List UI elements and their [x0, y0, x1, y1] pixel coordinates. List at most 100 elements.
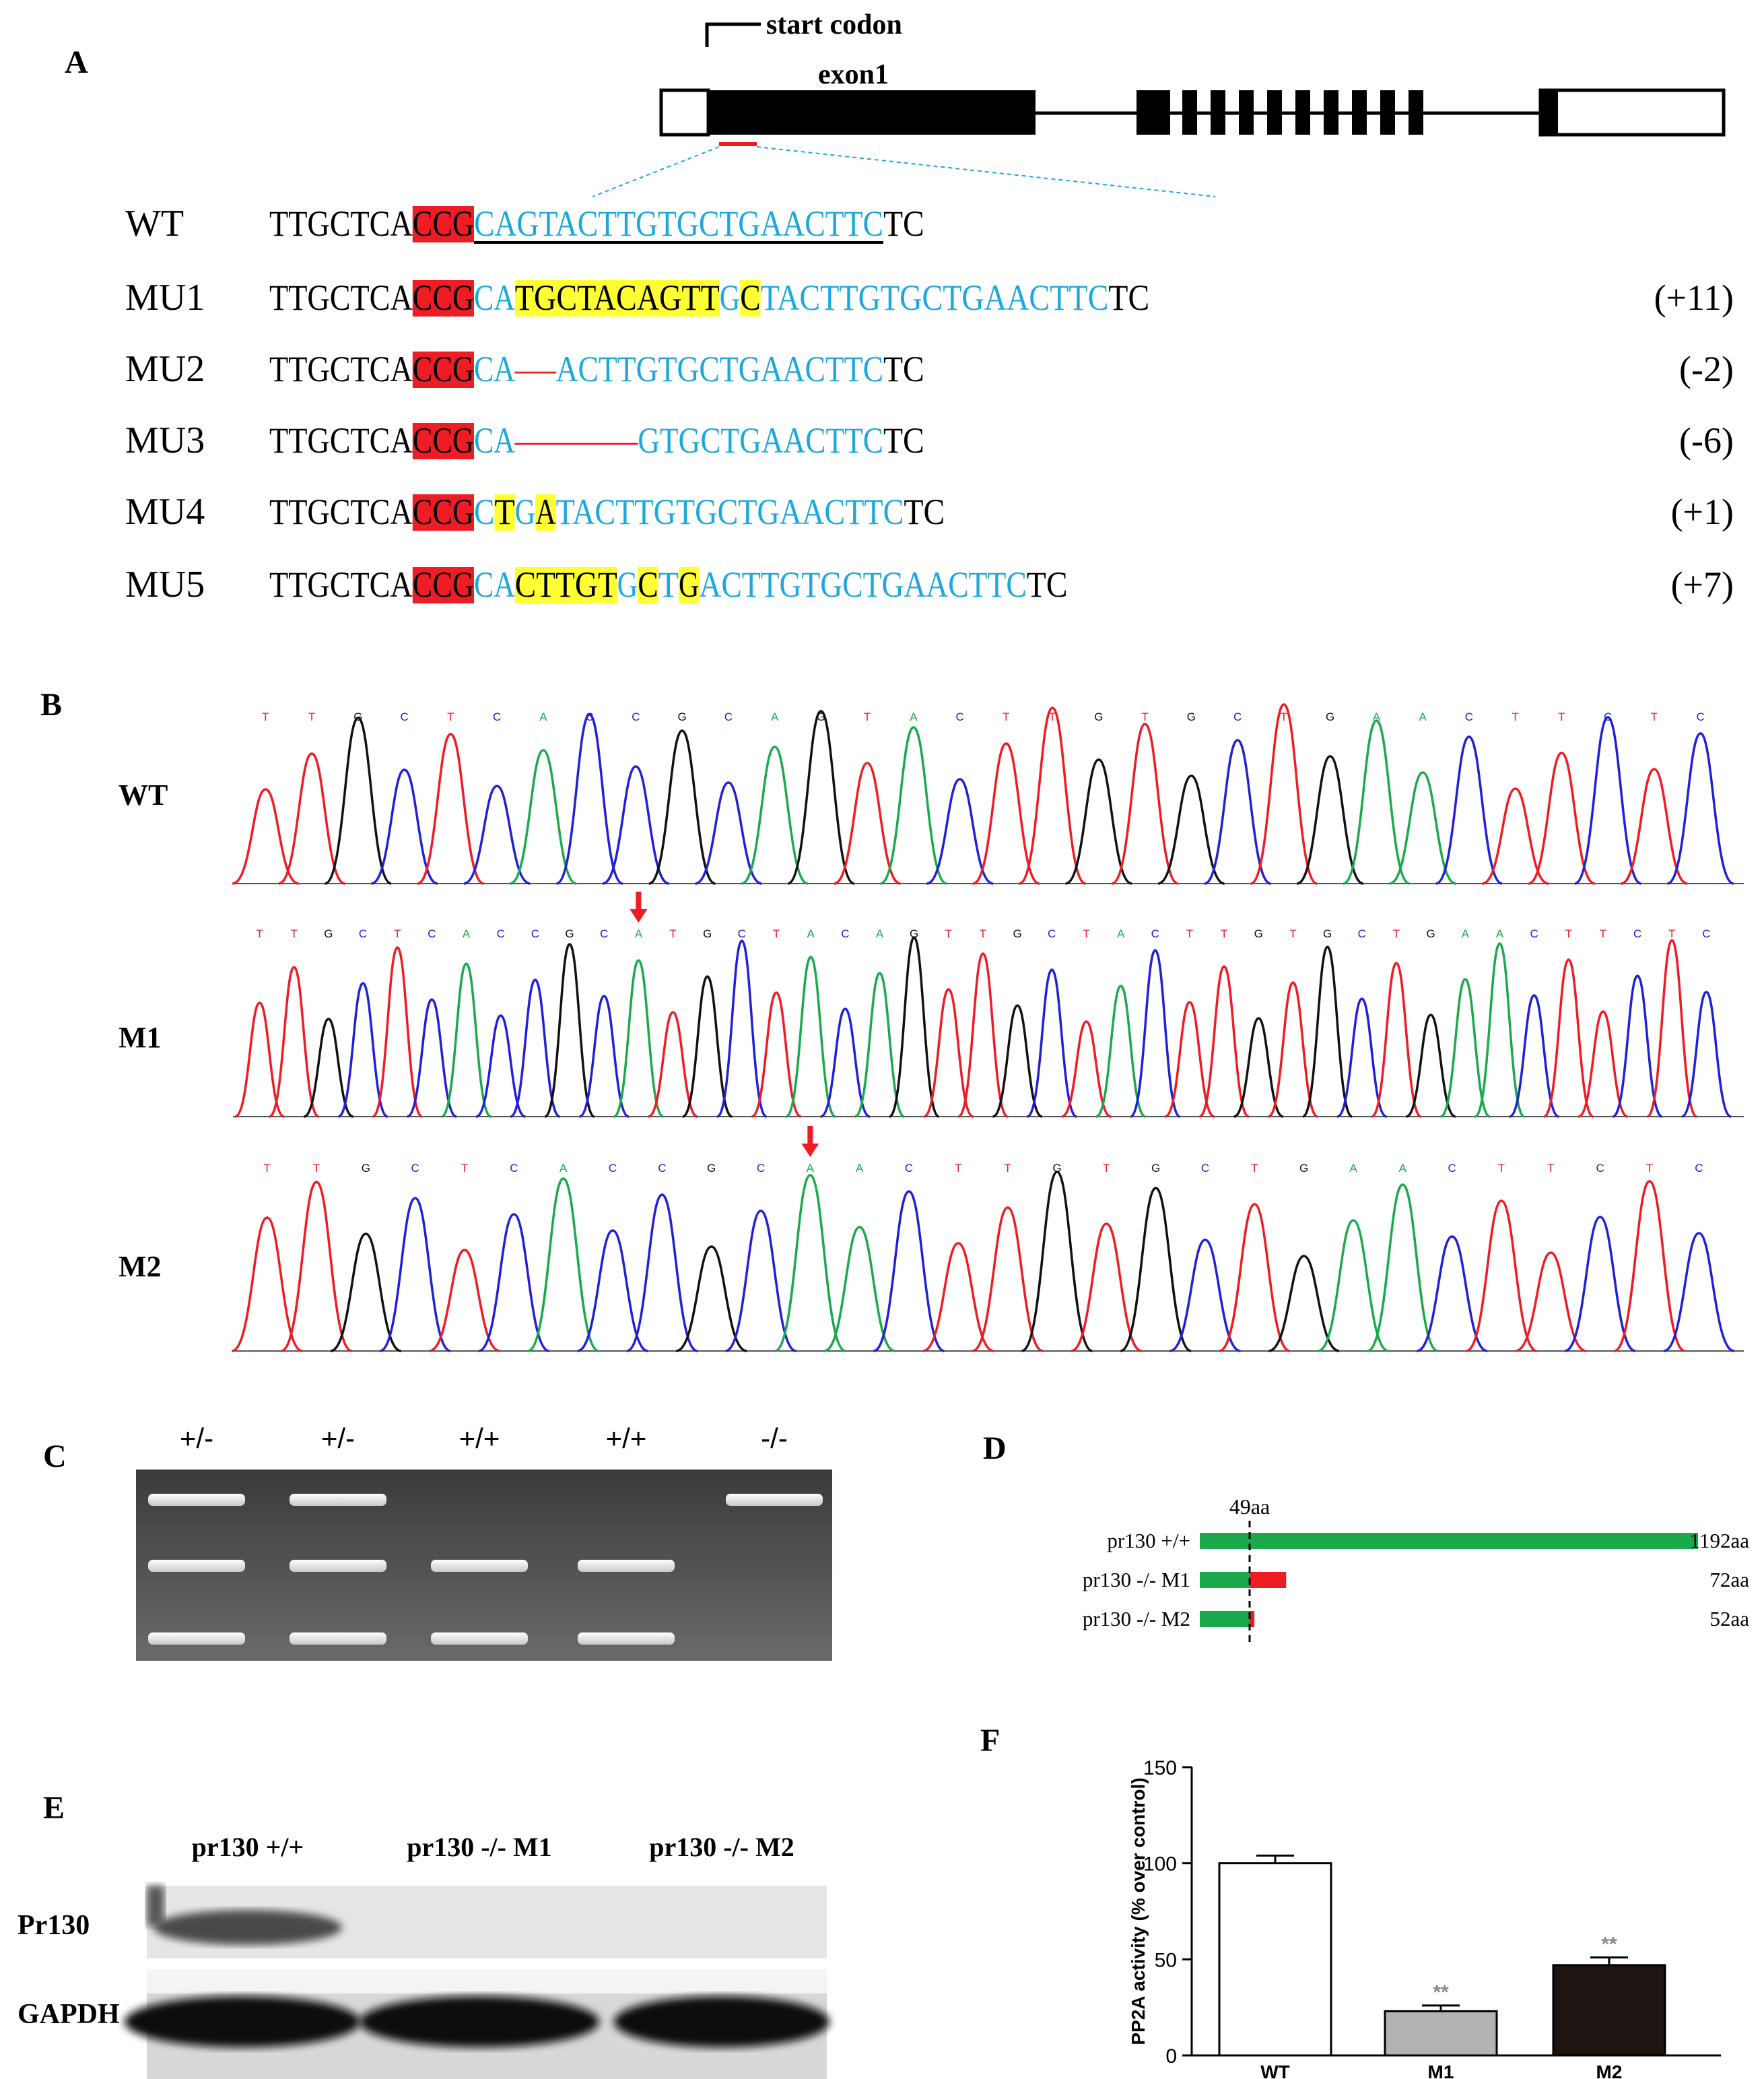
protein-bar-full	[1200, 1533, 1698, 1549]
base-call: G	[1323, 927, 1332, 940]
y-tick-label: 50	[1155, 1949, 1177, 1971]
exon-box	[1295, 90, 1310, 135]
last-exon-coding	[1540, 90, 1558, 135]
exon1-label: exon1	[818, 59, 889, 90]
panel-e-label: E	[43, 1790, 65, 1826]
trace-peak	[1371, 962, 1422, 1118]
base-call: C	[609, 1162, 617, 1175]
trace-peak	[695, 781, 762, 885]
trace-peak	[278, 752, 345, 885]
trace-peak	[280, 1181, 353, 1352]
trace-peak	[957, 952, 1009, 1118]
trace-peak	[1509, 994, 1560, 1118]
y-axis-label: PP2A activity (% over control)	[1128, 1777, 1149, 2045]
trace-peak	[1621, 768, 1688, 885]
trace-peak	[1204, 739, 1271, 885]
insertion-highlight	[638, 567, 658, 603]
sequence-segment: GTGCTGAACTTC	[638, 420, 883, 461]
sequence-row-label: MU1	[125, 277, 205, 319]
base-call: C	[1696, 711, 1704, 723]
trace-peak	[1268, 1255, 1340, 1352]
zoom-line-left	[592, 146, 720, 197]
base-call: A	[1349, 1162, 1357, 1175]
base-call: G	[1013, 927, 1022, 940]
trace-peak	[1465, 1199, 1538, 1352]
trace-label: M2	[118, 1250, 162, 1283]
trace-peak	[1336, 997, 1388, 1118]
mutation-arrow-stem	[807, 1126, 813, 1145]
blot-band-pr130	[154, 1910, 342, 1945]
base-call: C	[400, 711, 408, 723]
trace-peak	[1435, 735, 1503, 885]
base-call: C	[632, 711, 640, 723]
trace-peak	[1613, 1180, 1686, 1352]
bar-m2	[1552, 1964, 1666, 2057]
mutation-arrow-stem	[636, 892, 642, 911]
sequence-segment: CA	[474, 420, 515, 461]
zoom-line-right	[756, 146, 1216, 197]
trace-peak	[880, 726, 947, 885]
trace-peak	[337, 982, 388, 1118]
sequence-segment: CCG	[413, 203, 474, 244]
base-call: G	[1299, 1162, 1308, 1175]
trace-peak	[407, 998, 457, 1118]
trace-peak	[626, 1193, 698, 1352]
base-call: T	[262, 711, 269, 723]
protein-row-label: pr130 +/+	[1107, 1529, 1190, 1552]
mutation-size: (-6)	[1679, 420, 1734, 461]
pam-highlight	[412, 423, 474, 459]
trace-peak	[303, 1018, 354, 1118]
panel-a-label: A	[65, 44, 88, 80]
trace-peak	[1416, 1235, 1488, 1352]
trace-peak	[854, 972, 905, 1118]
base-call: A	[463, 927, 471, 940]
base-call: T	[1651, 711, 1658, 723]
sequence-segment: TACTTGTGCTGAACTTC	[761, 277, 1109, 318]
trace-peak	[1317, 1219, 1390, 1352]
significance-marker: **	[1601, 1933, 1617, 1955]
base-call: T	[256, 927, 263, 940]
pam-highlight	[412, 206, 474, 242]
exons-group	[1137, 90, 1423, 135]
base-call: T	[461, 1162, 468, 1175]
base-call: C	[955, 711, 963, 723]
trace-peak	[1405, 1014, 1456, 1118]
gel-lane-label: -/-	[761, 1422, 788, 1454]
sequence-segment: ACTTGTGCTGAACTTC	[699, 564, 1026, 605]
trace-peak	[972, 1206, 1044, 1352]
panel-f-label: F	[980, 1723, 1000, 1758]
base-call: C	[1530, 927, 1538, 940]
gel-band	[431, 1632, 528, 1645]
base-call: C	[1633, 927, 1641, 940]
sequence-segment: C	[638, 564, 658, 605]
trace-peak	[1095, 985, 1147, 1118]
base-call: T	[1049, 711, 1056, 723]
blot-lane-label: pr130 +/+	[192, 1832, 304, 1862]
exon-box	[1137, 90, 1170, 135]
trace-peak	[648, 729, 716, 885]
base-call: C	[1201, 1162, 1209, 1175]
trace-peak	[923, 988, 974, 1118]
sequence-segment: G	[515, 492, 535, 532]
trace-peak	[1130, 949, 1181, 1118]
sequence-segment: CA	[474, 564, 515, 605]
base-call: T	[1565, 927, 1572, 940]
base-call: T	[1547, 1162, 1554, 1175]
trace-peak	[1120, 1187, 1192, 1352]
base-call: T	[291, 927, 298, 940]
base-call: G	[1426, 927, 1435, 940]
trace-peak	[682, 975, 733, 1118]
trace-peak	[577, 1229, 648, 1352]
trace-peak	[1578, 1010, 1629, 1118]
trace-peak	[1065, 758, 1132, 885]
base-call: A	[771, 711, 779, 723]
base-call: T	[1083, 927, 1089, 940]
trace-peak	[463, 785, 531, 885]
sequence-segment: G	[617, 564, 638, 605]
sequence-segment: T	[658, 564, 679, 605]
sequence-segment: T	[494, 492, 514, 532]
exon-box	[1409, 90, 1423, 135]
blot-row-label: GAPDH	[18, 1999, 120, 2030]
protein-bar-conserved	[1200, 1572, 1250, 1588]
deletion-gap: ––	[514, 349, 557, 389]
